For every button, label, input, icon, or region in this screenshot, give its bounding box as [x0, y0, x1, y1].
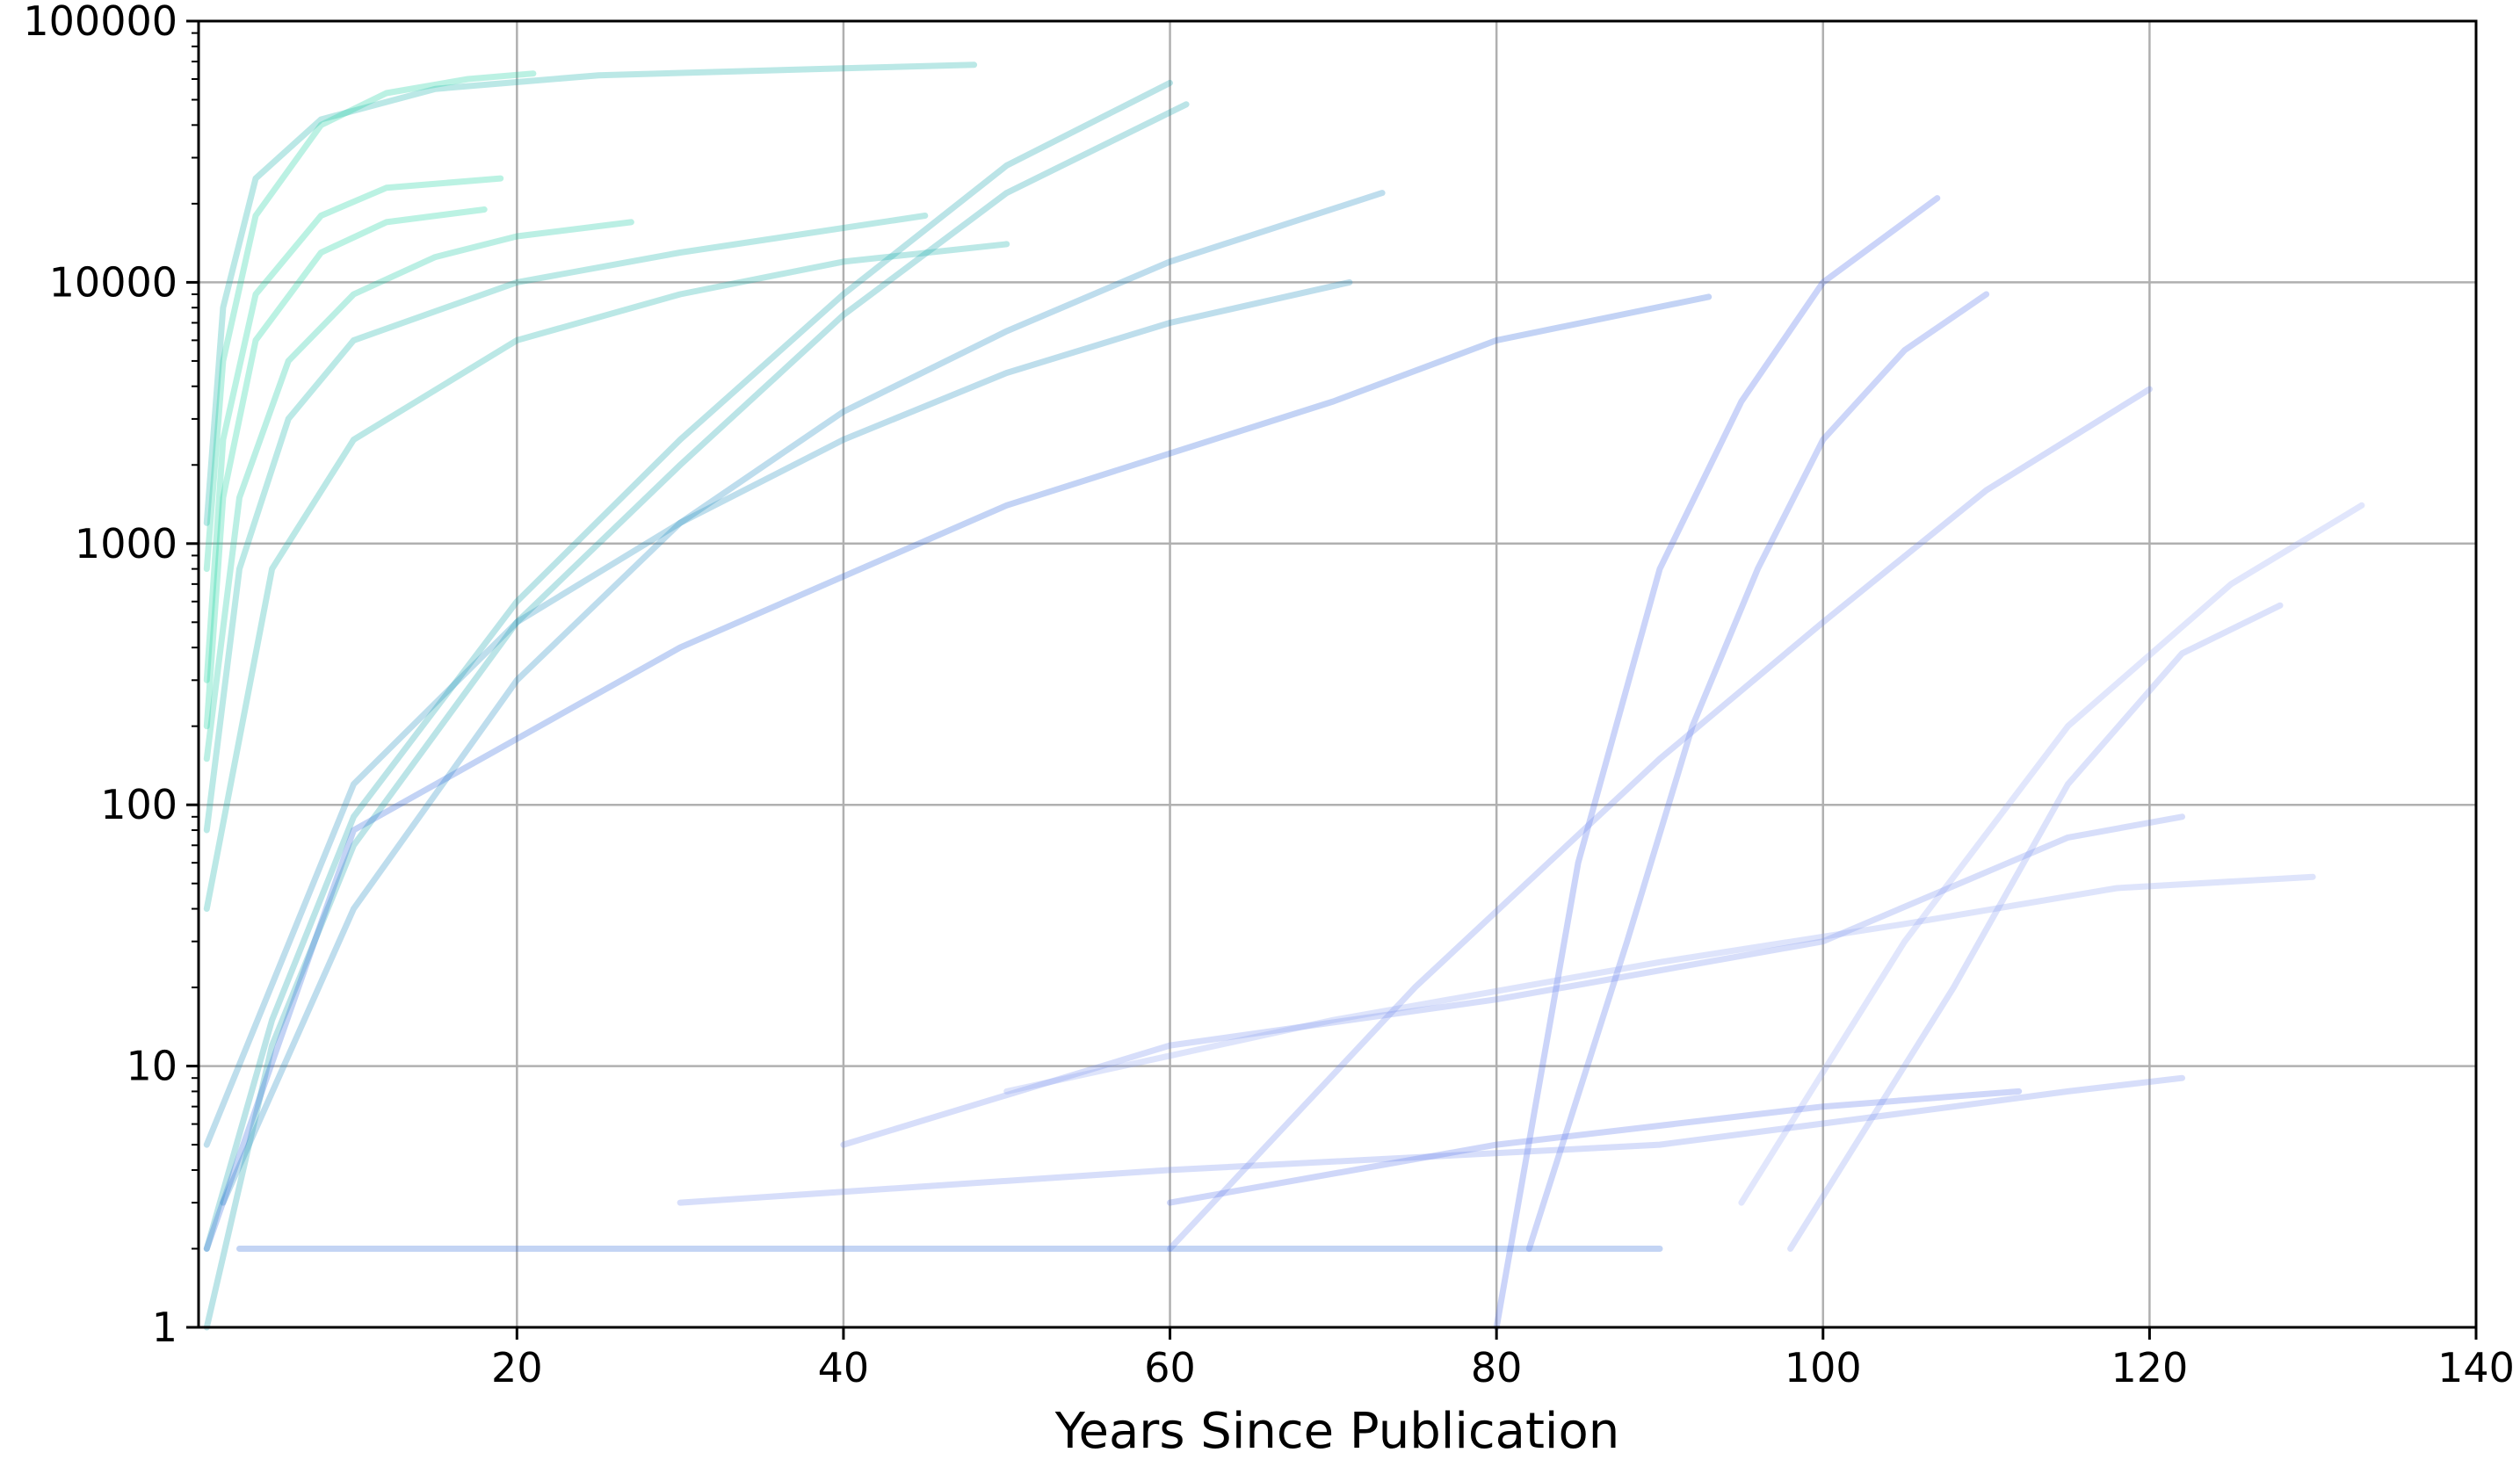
- citation-line-6: [220, 190, 1386, 1206]
- citation-line-13: [203, 278, 1353, 1148]
- y-tick-label: 100: [100, 781, 177, 828]
- x-tick-label: 40: [818, 1344, 870, 1391]
- y-tick-label: 100000: [23, 0, 177, 45]
- citation-line-1: [203, 70, 537, 573]
- citation-line-11: [203, 241, 1010, 912]
- x-tick-label: 60: [1144, 1344, 1196, 1391]
- x-axis-title: Years Since Publication: [1054, 1403, 1620, 1460]
- x-tick-label: 140: [2437, 1344, 2515, 1391]
- gridlines: [199, 21, 2476, 1327]
- citation-line-17: [840, 813, 2185, 1148]
- y-tick-label: 10: [126, 1043, 177, 1090]
- citation-line-16: [1787, 602, 2284, 1252]
- citation-line-3: [203, 101, 1190, 1331]
- citation-line-21: [1167, 1088, 2023, 1206]
- citation-line-0: [203, 61, 978, 526]
- citation-line-12: [203, 293, 1713, 1252]
- citation-line-7: [1493, 195, 1941, 1331]
- y-tick-label: 1: [152, 1304, 177, 1351]
- y-tick-label: 10000: [49, 258, 177, 306]
- citation-line-19: [677, 1074, 2185, 1206]
- citation-line-15: [1738, 502, 2365, 1206]
- x-tick-label: 100: [1785, 1344, 1862, 1391]
- y-tick-label: 1000: [75, 520, 177, 567]
- axis-ticks: 20 40 60 80 100 120 140 1 10 100 1000 10000 100000: [23, 0, 2515, 1391]
- citation-line-9: [203, 219, 634, 762]
- citation-line-2: [203, 79, 1173, 1252]
- x-tick-label: 80: [1471, 1344, 1523, 1391]
- plot-frame: [197, 19, 2478, 1329]
- citation-line-5: [203, 206, 488, 730]
- citation-line-10: [203, 213, 929, 834]
- citation-lines: [203, 61, 2365, 1331]
- citation-line-8: [1525, 291, 1990, 1252]
- x-tick-label: 20: [491, 1344, 543, 1391]
- x-tick-label: 120: [2111, 1344, 2188, 1391]
- citation-line-14: [1167, 386, 2153, 1252]
- citation-line-4: [203, 175, 504, 683]
- citation-line-18: [1003, 873, 2316, 1095]
